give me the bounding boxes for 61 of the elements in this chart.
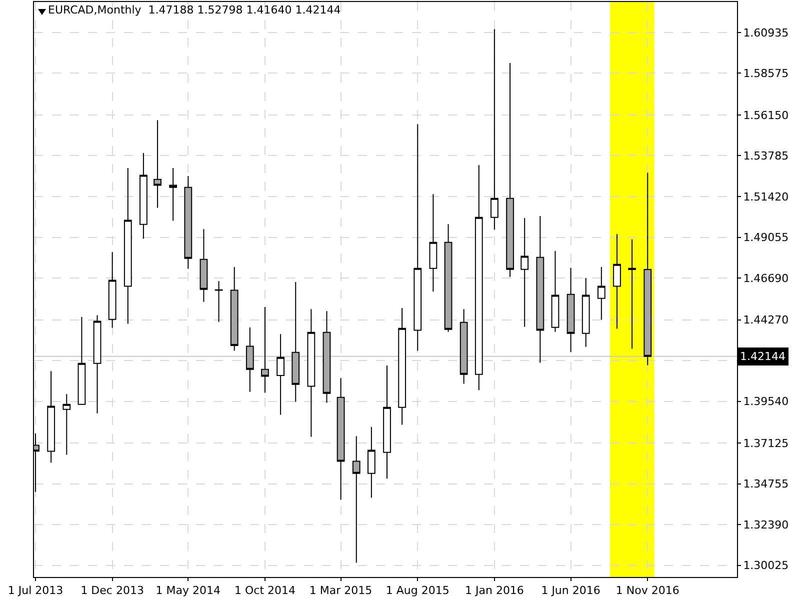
candlestick [184, 175, 192, 270]
y-tick-label: 1.51420 [743, 190, 789, 204]
candlestick [460, 308, 468, 384]
candlestick [506, 62, 514, 278]
candlestick [200, 228, 208, 302]
candlestick [108, 252, 116, 328]
candlestick [429, 194, 438, 292]
candlestick [307, 308, 316, 438]
candlestick [322, 310, 331, 404]
ref-line-label: 1.42144 [740, 350, 786, 363]
candlestick [582, 278, 590, 348]
y-tick-label: 1.56150 [743, 108, 789, 122]
candlestick [444, 224, 452, 332]
candlestick [474, 164, 483, 391]
candlestick [62, 394, 71, 456]
candlestick [613, 234, 621, 330]
y-tick-label: 1.44270 [743, 314, 789, 327]
candlestick [246, 326, 254, 392]
candlestick [551, 250, 560, 332]
candlestick [154, 120, 162, 208]
candlestick [398, 308, 406, 426]
candlestick [169, 168, 178, 222]
x-tick-label: 1 Oct 2014 [234, 584, 296, 598]
candlestick [520, 218, 529, 328]
candlestick [47, 370, 56, 464]
y-tick-label: 1.32390 [743, 518, 789, 532]
candlestick [140, 152, 148, 240]
x-tick-label: 1 Jul 2013 [8, 584, 64, 598]
candlestick [292, 282, 300, 402]
y-tick-label: 1.39540 [743, 395, 789, 408]
candlestick [597, 266, 606, 320]
candlestick [352, 436, 360, 564]
candlestick [383, 364, 391, 480]
candlestick [214, 280, 223, 322]
x-tick-label: 1 Mar 2015 [309, 584, 372, 598]
x-tick-label: 1 Dec 2013 [80, 584, 144, 598]
candlestick [230, 266, 238, 352]
candlestick [628, 238, 636, 350]
x-tick-label: 1 Aug 2015 [386, 584, 450, 598]
y-tick-label: 1.37125 [743, 436, 789, 450]
x-tick-label: 1 May 2014 [156, 584, 221, 598]
y-tick-label: 1.34755 [743, 478, 789, 491]
y-tick-label: 1.46690 [743, 272, 789, 285]
candlestick [93, 314, 102, 414]
y-tick-label: 1.60935 [743, 26, 789, 40]
chart-title: EURCAD,Monthly 1.47188 1.52798 1.41640 1.42144 [48, 4, 341, 17]
x-tick-label: 1 Jan 2016 [464, 584, 524, 598]
candlestick [78, 316, 86, 405]
candlestick [261, 306, 269, 394]
y-tick-label: 1.53785 [743, 150, 789, 163]
candlestick [566, 267, 575, 352]
candlestick [276, 334, 284, 416]
y-tick-label: 1.49055 [743, 231, 789, 244]
candlestick [124, 168, 132, 324]
y-tick-label: 1.30025 [743, 559, 789, 572]
x-tick-label: 1 Jun 2016 [541, 584, 600, 598]
y-tick-label: 1.58575 [743, 66, 789, 80]
candlestick [336, 378, 345, 500]
candlestick [536, 215, 544, 364]
candlestick [368, 426, 376, 498]
x-tick-label: 1 Nov 2016 [616, 584, 680, 598]
